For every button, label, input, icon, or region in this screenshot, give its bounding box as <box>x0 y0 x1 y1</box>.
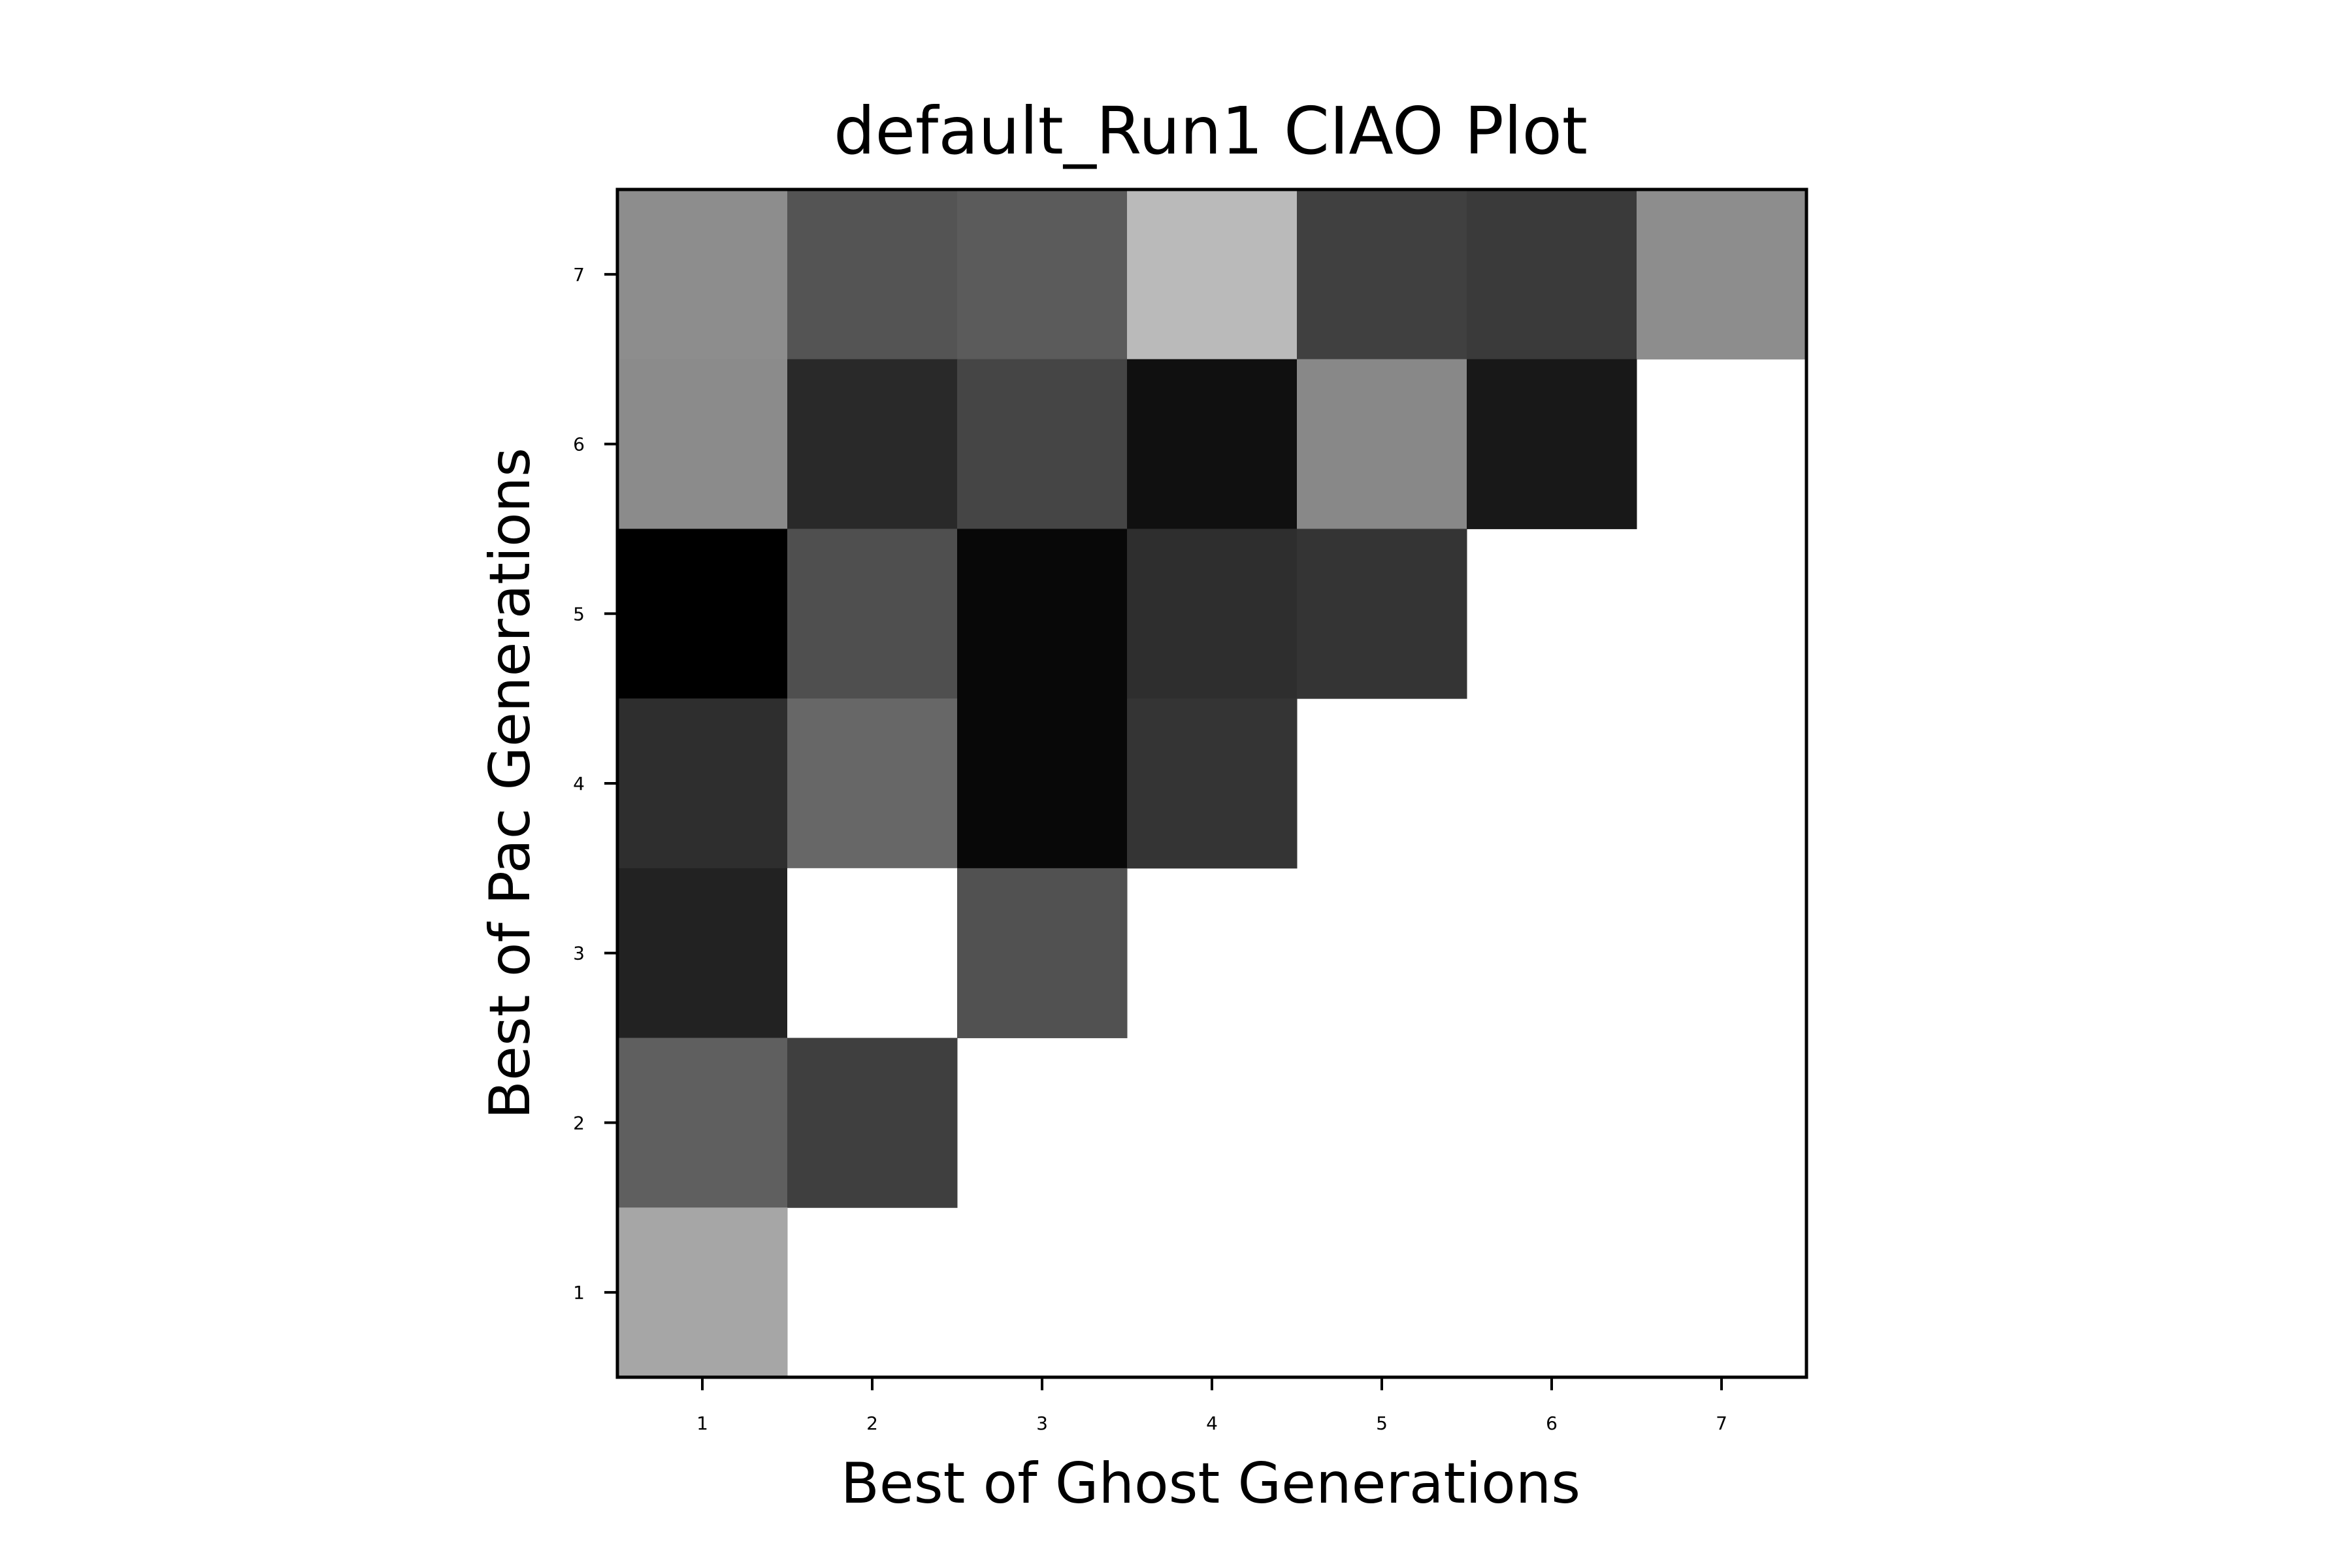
heatmap-cell-x3-y7 <box>957 189 1128 360</box>
heatmap-cell-x1-y6 <box>617 359 788 529</box>
x-tick-label: 5 <box>1376 1413 1388 1434</box>
heatmap-cell-x1-y1 <box>617 1207 788 1378</box>
y-axis-ticks: 1 2 3 4 5 6 7 <box>573 264 617 1303</box>
heatmap-cell-x7-y7 <box>1637 189 1807 360</box>
chart-title: default_Run1 CIAO Plot <box>834 93 1588 169</box>
heatmap-cell-x4-y6 <box>1127 359 1298 529</box>
heatmap-cell-x3-y3 <box>957 868 1128 1039</box>
heatmap-cell-x3-y6 <box>957 359 1128 529</box>
y-axis-label: Best of Pac Generations <box>478 448 543 1119</box>
y-tick-label: 6 <box>573 434 585 455</box>
x-tick-label: 1 <box>696 1413 708 1434</box>
heatmap-cell-x1-y7 <box>617 189 788 360</box>
x-tick-label: 7 <box>1716 1413 1727 1434</box>
heatmap-cell-x2-y7 <box>787 189 958 360</box>
heatmap-cell-x1-y5 <box>617 529 788 699</box>
heatmap-cell-x1-y4 <box>617 698 788 869</box>
x-tick-label: 3 <box>1036 1413 1048 1434</box>
x-axis-label: Best of Ghost Generations <box>841 1451 1580 1516</box>
heatmap-cell-x6-y6 <box>1467 359 1637 529</box>
heatmap-cell-x3-y5 <box>957 529 1128 699</box>
heatmap-cell-x4-y4 <box>1127 698 1298 869</box>
y-tick-label: 7 <box>573 264 585 286</box>
y-tick-label: 1 <box>573 1282 585 1303</box>
y-tick-label: 4 <box>573 773 585 794</box>
x-tick-label: 2 <box>866 1413 878 1434</box>
heatmap-cell-x2-y2 <box>787 1037 958 1208</box>
x-axis-ticks: 1 2 3 4 5 6 7 <box>696 1377 1727 1434</box>
heatmap-cell-x2-y3 <box>787 868 958 1039</box>
heatmap-cell-x5-y5 <box>1297 529 1467 699</box>
heatmap-cell-x5-y7 <box>1297 189 1467 360</box>
heatmap-cell-x4-y7 <box>1127 189 1298 360</box>
heatmap-cell-x1-y2 <box>617 1037 788 1208</box>
heatmap-cell-x4-y5 <box>1127 529 1298 699</box>
x-tick-label: 6 <box>1546 1413 1558 1434</box>
y-tick-label: 3 <box>573 943 585 964</box>
y-tick-label: 5 <box>573 603 585 625</box>
heatmap-cell-x1-y3 <box>617 868 788 1039</box>
heatmap-cells <box>617 189 1807 1378</box>
heatmap-cell-x2-y6 <box>787 359 958 529</box>
heatmap-cell-x3-y4 <box>957 698 1128 869</box>
heatmap-cell-x2-y5 <box>787 529 958 699</box>
heatmap-cell-x5-y6 <box>1297 359 1467 529</box>
heatmap-cell-x2-y4 <box>787 698 958 869</box>
x-tick-label: 4 <box>1206 1413 1218 1434</box>
heatmap-cell-x6-y7 <box>1467 189 1637 360</box>
y-tick-label: 2 <box>573 1112 585 1134</box>
